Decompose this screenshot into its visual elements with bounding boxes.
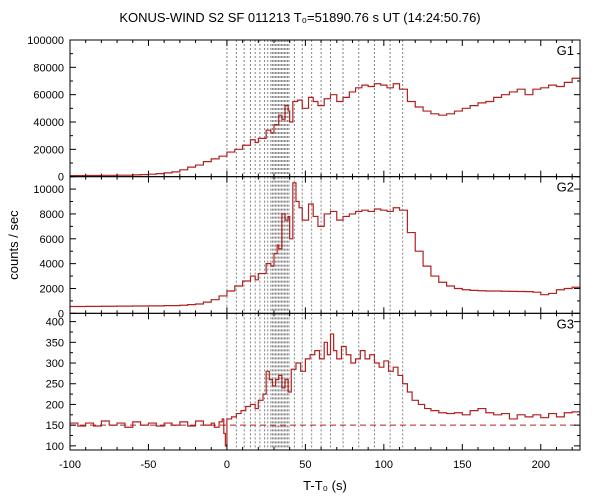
svg-text:G1: G1 <box>557 43 574 58</box>
svg-text:10000: 10000 <box>33 184 64 196</box>
svg-text:20000: 20000 <box>33 144 64 156</box>
svg-text:40000: 40000 <box>33 117 64 129</box>
svg-text:G3: G3 <box>557 316 574 331</box>
svg-text:G2: G2 <box>557 180 574 195</box>
svg-text:0: 0 <box>58 172 64 184</box>
svg-text:8000: 8000 <box>40 209 64 221</box>
svg-text:KONUS-WIND S2 SF 011213 T₀=518: KONUS-WIND S2 SF 011213 T₀=51890.76 s UT… <box>119 10 480 25</box>
svg-text:-100: -100 <box>59 459 81 471</box>
svg-text:150: 150 <box>46 420 64 432</box>
svg-text:-50: -50 <box>141 459 157 471</box>
svg-text:counts / sec: counts / sec <box>6 210 21 280</box>
svg-text:60000: 60000 <box>33 90 64 102</box>
svg-text:400: 400 <box>46 317 64 329</box>
svg-text:0: 0 <box>224 459 230 471</box>
svg-text:250: 250 <box>46 379 64 391</box>
svg-text:80000: 80000 <box>33 62 64 74</box>
svg-text:6000: 6000 <box>40 234 64 246</box>
svg-text:T-T₀ (s): T-T₀ (s) <box>303 478 347 493</box>
chart: KONUS-WIND S2 SF 011213 T₀=51890.76 s UT… <box>0 0 600 500</box>
svg-text:50: 50 <box>299 459 311 471</box>
svg-text:150: 150 <box>453 459 471 471</box>
svg-text:100000: 100000 <box>27 35 64 47</box>
svg-text:200: 200 <box>532 459 550 471</box>
svg-text:4000: 4000 <box>40 259 64 271</box>
svg-text:200: 200 <box>46 399 64 411</box>
svg-text:100: 100 <box>375 459 393 471</box>
svg-text:350: 350 <box>46 337 64 349</box>
svg-text:300: 300 <box>46 358 64 370</box>
svg-text:100: 100 <box>46 441 64 453</box>
svg-text:2000: 2000 <box>40 283 64 295</box>
